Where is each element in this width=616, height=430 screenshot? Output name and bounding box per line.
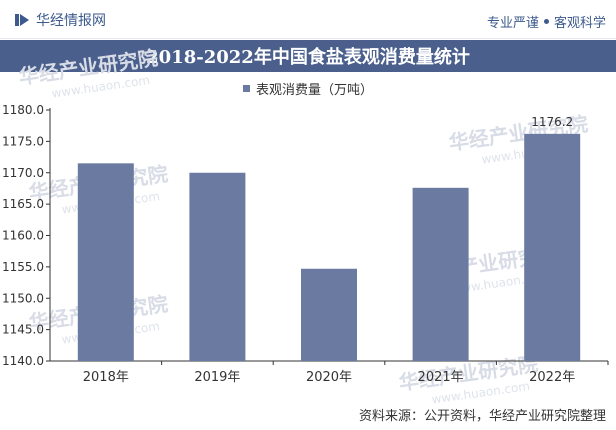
y-tick-label: 1145.0 <box>2 323 44 337</box>
y-tick-label: 1155.0 <box>2 260 44 274</box>
title-bar: 2018-2022年中国食盐表观消费量统计 <box>0 40 616 72</box>
x-tick-label: 2020年 <box>306 370 352 385</box>
bar <box>301 268 357 361</box>
y-tick-label: 1150.0 <box>2 291 44 305</box>
x-tick-label: 2022年 <box>529 370 575 385</box>
brand[interactable]: 华经情报网 <box>14 12 106 29</box>
x-tick-label: 2021年 <box>418 370 464 385</box>
bar <box>77 163 134 361</box>
legend-label: 表观消费量（万吨） <box>255 82 373 98</box>
y-tick-label: 1170.0 <box>2 166 44 180</box>
logo-icon <box>15 14 29 26</box>
legend-swatch <box>242 84 250 92</box>
source-note: 资料来源：公开资料，华经产业研究院整理 <box>358 409 606 424</box>
legend: 表观消费量（万吨） <box>0 78 616 98</box>
bullet-icon <box>543 19 549 24</box>
x-tick-label: 2019年 <box>194 370 240 385</box>
top-header: 华经情报网 专业严谨 客观科学 <box>0 0 616 39</box>
bar <box>412 187 469 361</box>
slogan: 专业严谨 客观科学 <box>487 12 606 31</box>
y-tick-label: 1180.0 <box>2 103 44 117</box>
y-tick-label: 1160.0 <box>2 229 44 243</box>
bar <box>524 133 581 361</box>
slogan-left: 专业严谨 <box>486 16 539 31</box>
brand-name: 华经情报网 <box>36 13 106 29</box>
y-tick-label: 1175.0 <box>2 134 44 148</box>
bar <box>189 172 246 361</box>
x-tick-label: 2018年 <box>83 370 129 385</box>
slogan-right: 客观科学 <box>553 16 606 31</box>
y-tick-label: 1140.0 <box>2 354 44 368</box>
y-tick-label: 1165.0 <box>2 197 44 211</box>
chart-title: 2018-2022年中国食盐表观消费量统计 <box>146 47 470 68</box>
data-label: 1176.2 <box>531 115 573 129</box>
